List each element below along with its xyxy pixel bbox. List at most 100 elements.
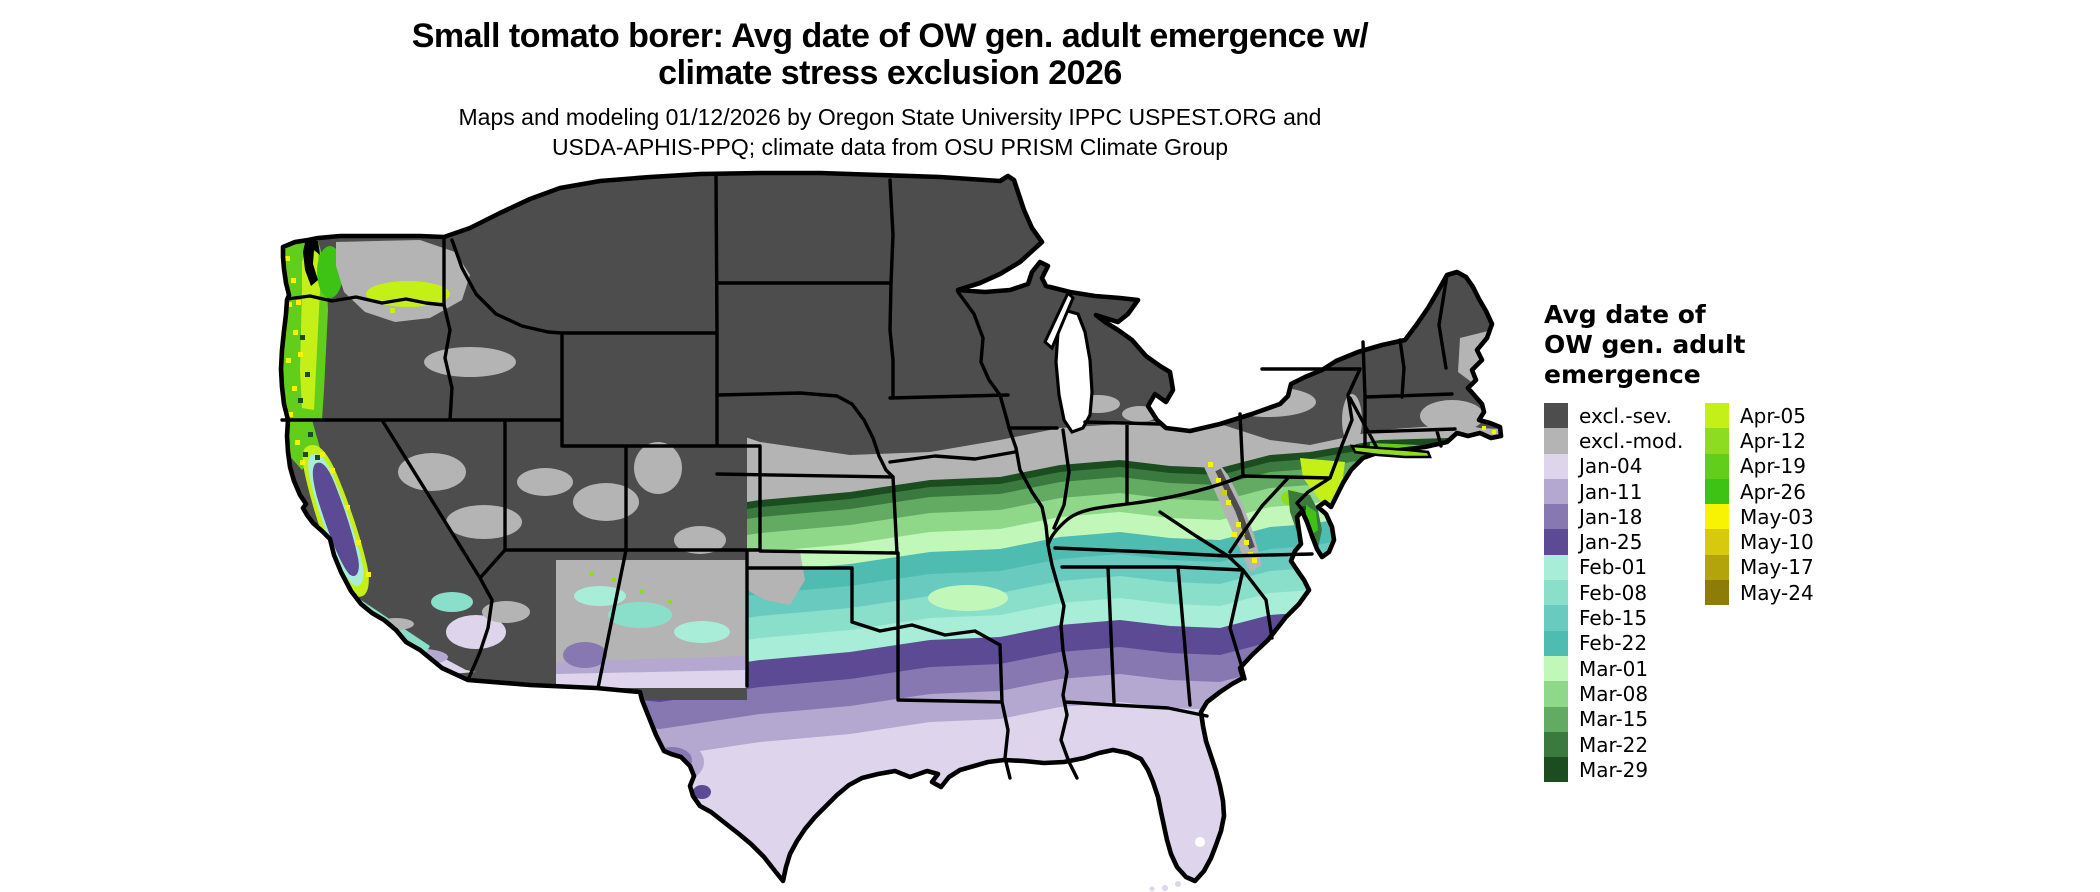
- nm-teal-patch-2: [674, 621, 730, 643]
- az-nm-jan04-strip: [556, 670, 745, 688]
- legend-label: May-10: [1740, 530, 1814, 555]
- colorado-gray-patch: [634, 442, 682, 494]
- willamette-valley-strip: [300, 250, 320, 410]
- legend-row: Feb-01: [1544, 554, 1683, 581]
- legend-swatch-apr05: [1705, 403, 1729, 429]
- legend-row: Jan-04: [1544, 453, 1683, 479]
- legend-row: Jan-18: [1544, 504, 1683, 530]
- legend-row: Mar-08: [1544, 681, 1683, 707]
- legend-row: excl.-mod.: [1544, 428, 1684, 454]
- mojave-lavender-patch: [446, 615, 506, 649]
- legend-title-block: Avg date of OW gen. adult emergence: [1544, 300, 1924, 390]
- legend-label: Apr-05: [1740, 403, 1806, 428]
- legend-swatch-jan18: [1544, 504, 1568, 530]
- legend-label: Mar-15: [1579, 707, 1649, 732]
- legend-row: Apr-05: [1705, 403, 1814, 429]
- legend-label: excl.-mod.: [1579, 428, 1684, 453]
- map-subtitle: Maps and modeling 01/12/2026 by Oregon S…: [0, 102, 1780, 162]
- legend-swatch-feb01: [1544, 554, 1568, 581]
- legend-row: Apr-19: [1705, 453, 1814, 479]
- legend-row: Feb-15: [1544, 605, 1683, 631]
- mojave-gray-patch: [482, 601, 530, 623]
- legend-swatch-may03: [1705, 504, 1729, 530]
- map-subtitle-line1: Maps and modeling 01/12/2026 by Oregon S…: [458, 104, 1322, 130]
- legend-row: Feb-08: [1544, 580, 1683, 606]
- legend-label: Apr-26: [1740, 479, 1806, 504]
- florida-keys: [1149, 881, 1181, 892]
- legend-label: May-24: [1740, 580, 1814, 605]
- legend-swatch-may17: [1705, 554, 1729, 581]
- se-az-purple-patch: [563, 642, 607, 668]
- mojave-teal-patch: [431, 592, 473, 612]
- legend-label: Mar-08: [1579, 681, 1649, 706]
- legend-label: Mar-22: [1579, 732, 1649, 757]
- legend-row: May-17: [1705, 554, 1814, 581]
- legend-label: Jan-04: [1579, 454, 1643, 479]
- legend-swatch-feb22: [1544, 630, 1568, 656]
- legend-label: Apr-12: [1740, 428, 1806, 453]
- davis-mtn-purple-dot: [693, 785, 711, 799]
- map-title: Small tomato borer: Avg date of OW gen. …: [0, 18, 1780, 92]
- long-island: [1349, 444, 1432, 459]
- puget-sound: [303, 238, 320, 286]
- state-borders: [280, 173, 1457, 780]
- basin-gray-3: [517, 468, 573, 496]
- legend-label: Jan-11: [1579, 479, 1643, 504]
- legend-row: Jan-25: [1544, 529, 1683, 555]
- legend-row: Apr-26: [1705, 478, 1814, 505]
- legend-swatch-excl-mod: [1544, 428, 1568, 454]
- legend-swatch-mar01: [1544, 655, 1568, 682]
- ma-ri-gray-patch: [1420, 400, 1484, 432]
- legend-swatch-mar22: [1544, 731, 1568, 758]
- legend-swatch-jan25: [1544, 529, 1568, 555]
- legend-swatch-mar15: [1544, 706, 1568, 732]
- legend-row: May-24: [1705, 580, 1814, 606]
- legend-swatch-may24: [1705, 580, 1729, 606]
- legend-label: Feb-01: [1579, 555, 1648, 580]
- legend-swatch-jan04: [1544, 453, 1568, 479]
- legend-title-line2: OW gen. adult: [1544, 330, 1746, 359]
- legend-swatch-may10: [1705, 529, 1729, 555]
- basin-gray-4: [573, 483, 639, 521]
- legend-title-line1: Avg date of: [1544, 300, 1706, 329]
- legend-label: Feb-22: [1579, 631, 1648, 656]
- legend-label: May-17: [1740, 555, 1814, 580]
- legend-row: Mar-15: [1544, 706, 1683, 732]
- snake-plain-gray: [424, 347, 516, 377]
- legend-label: Mar-01: [1579, 656, 1649, 681]
- legend-column-left: excl.-sev. excl.-mod. Jan-04 Jan-11 Jan-…: [1544, 403, 1684, 783]
- green-bay: [1043, 290, 1075, 351]
- legend-swatch-excl-sev: [1544, 403, 1568, 429]
- legend-label: Feb-15: [1579, 606, 1648, 631]
- legend-swatch-apr12: [1705, 428, 1729, 454]
- map-subtitle-line2: USDA-APHIS-PPQ; climate data from OSU PR…: [551, 134, 1229, 160]
- legend-swatch-apr19: [1705, 453, 1729, 479]
- legend-label: Jan-25: [1579, 530, 1643, 555]
- lake-okeechobee: [1195, 837, 1205, 847]
- maine-coast-gray-strip: [1458, 330, 1496, 384]
- legend-title-line3: emergence: [1544, 360, 1701, 389]
- legend-row: May-10: [1705, 529, 1814, 555]
- az-teal-patch: [574, 586, 626, 606]
- basin-gray-2: [446, 505, 522, 539]
- sanjuan-gray-patch: [674, 526, 726, 554]
- map-title-line1: Small tomato borer: Avg date of OW gen. …: [411, 17, 1369, 55]
- tx-panhandle-gray-patch: [747, 552, 805, 605]
- lake-michigan: [1054, 308, 1094, 434]
- legend-swatch-feb15: [1544, 605, 1568, 631]
- legend-row: excl.-sev.: [1544, 403, 1683, 429]
- legend-label: Feb-08: [1579, 580, 1648, 605]
- ozark-green-patch: [928, 585, 1008, 611]
- legend-swatch-feb08: [1544, 580, 1568, 606]
- map-title-line2: climate stress exclusion 2026: [658, 54, 1122, 92]
- basin-gray-1: [398, 453, 466, 491]
- legend-row: Mar-29: [1544, 757, 1683, 783]
- legend-swatch-mar29: [1544, 757, 1568, 783]
- legend-row: Feb-22: [1544, 630, 1683, 656]
- legend-swatch-apr26: [1705, 478, 1729, 505]
- central-valley-purple-core: [312, 462, 359, 577]
- legend-label: Jan-18: [1579, 504, 1643, 529]
- legend-swatch-jan11: [1544, 478, 1568, 505]
